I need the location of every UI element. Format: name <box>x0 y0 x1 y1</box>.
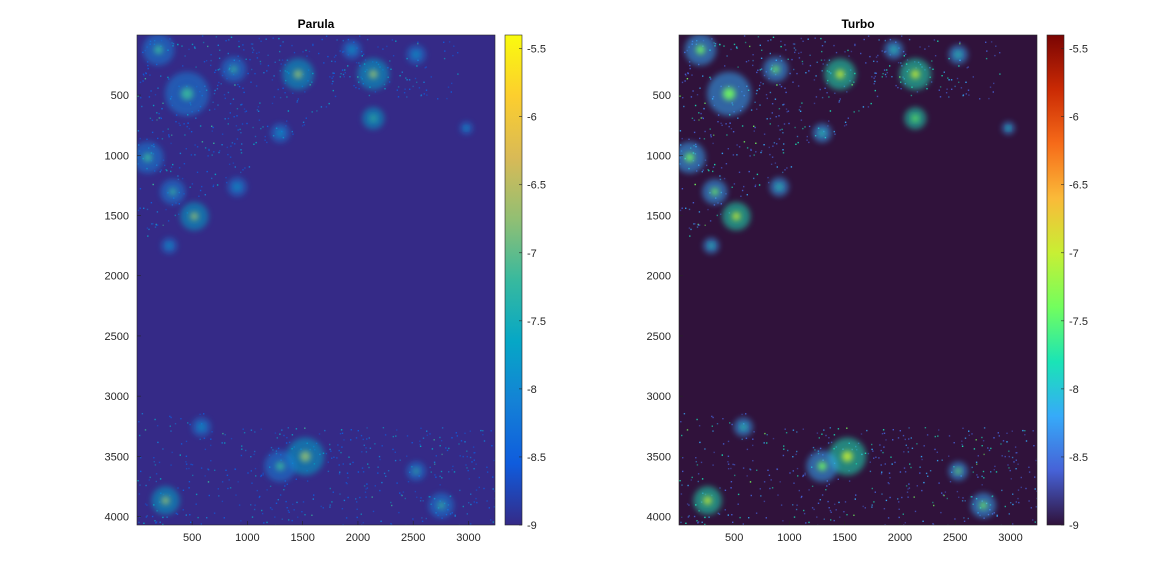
colorbar-tick-label: -6.5 <box>1069 180 1088 192</box>
colorbar-tick-label: -7.5 <box>1069 316 1088 328</box>
x-tick-label: 1000 <box>777 532 801 544</box>
colorbar-tick-label: -8 <box>1069 384 1079 396</box>
x-tick-label: 500 <box>725 532 743 544</box>
y-tick-label: 3500 <box>647 451 671 463</box>
colorbar-tick-label: -8.5 <box>527 452 546 464</box>
colorbar-tick-label: -6 <box>1069 112 1079 124</box>
x-tick-label: 2000 <box>346 532 370 544</box>
colorbar-tick-label: -5.5 <box>1069 44 1088 56</box>
y-tick-label: 500 <box>111 90 129 102</box>
x-tick-label: 3000 <box>456 532 480 544</box>
y-tick-label: 3000 <box>647 391 671 403</box>
y-tick-label: 1000 <box>647 150 671 162</box>
colorbar-tick-label: -7 <box>527 248 537 260</box>
y-tick-label: 2000 <box>105 271 129 283</box>
y-tick-label: 2500 <box>647 331 671 343</box>
y-tick-label: 3000 <box>105 391 129 403</box>
colorbar-tick-label: -6 <box>527 112 537 124</box>
x-tick-label: 1500 <box>290 532 314 544</box>
y-tick-label: 1500 <box>647 211 671 223</box>
y-tick-label: 4000 <box>647 512 671 524</box>
y-tick-label: 1000 <box>105 150 129 162</box>
y-tick-label: 500 <box>653 90 671 102</box>
colorbar-tick-label: -7.5 <box>527 316 546 328</box>
chart-title: Turbo <box>841 17 874 31</box>
colorbar-tick-label: -9 <box>527 520 537 532</box>
colorbar-tick-label: -8.5 <box>1069 452 1088 464</box>
panel-parula: Parula 500 1000 1500 2000 2500 3000 500 1000 1500… <box>105 17 546 544</box>
colorbar-tick-label: -7 <box>1069 248 1079 260</box>
axes-frame <box>678 34 1038 526</box>
colorbar-tick-label: -5.5 <box>527 44 546 56</box>
y-tick-label: 1500 <box>105 211 129 223</box>
colorbar-tick-label: -8 <box>527 384 537 396</box>
colorbar-tick-label: -9 <box>1069 520 1079 532</box>
x-tick-label: 2500 <box>943 532 967 544</box>
y-tick-label: 2000 <box>647 271 671 283</box>
colorbar <box>504 34 523 526</box>
axes-frame <box>136 34 496 526</box>
colorbar <box>1046 34 1065 526</box>
x-tick-label: 3000 <box>998 532 1022 544</box>
colorbar-tick-label: -6.5 <box>527 180 546 192</box>
heatmap-image <box>137 35 495 525</box>
x-tick-label: 2500 <box>401 532 425 544</box>
y-tick-label: 2500 <box>105 331 129 343</box>
x-tick-label: 500 <box>183 532 201 544</box>
y-tick-label: 3500 <box>105 451 129 463</box>
x-tick-label: 1000 <box>235 532 259 544</box>
chart-title: Parula <box>298 17 335 31</box>
y-tick-label: 4000 <box>105 512 129 524</box>
heatmap-image <box>679 35 1037 525</box>
x-tick-label: 2000 <box>888 532 912 544</box>
x-tick-label: 1500 <box>832 532 856 544</box>
panel-turbo: Turbo 500 1000 1500 2000 2500 3000 500 1000 1500 2… <box>647 17 1088 544</box>
